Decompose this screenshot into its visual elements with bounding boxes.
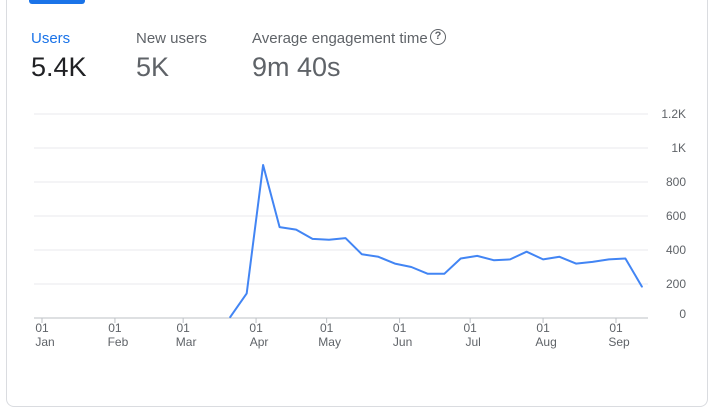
- tab-new-users-value: 5K: [136, 52, 170, 82]
- data-point[interactable]: [376, 254, 381, 259]
- x-tick-day-label: 01: [393, 321, 407, 335]
- data-point[interactable]: [343, 236, 348, 241]
- x-tick-month-label: Feb: [108, 335, 129, 349]
- data-point[interactable]: [590, 259, 595, 264]
- data-point[interactable]: [359, 252, 364, 257]
- x-tick-day-label: 01: [35, 321, 49, 335]
- x-tick-month-label: Jun: [393, 335, 412, 349]
- data-point[interactable]: [327, 237, 332, 242]
- y-tick-label: 600: [666, 209, 686, 223]
- x-tick-day-label: 01: [320, 321, 334, 335]
- data-point[interactable]: [524, 249, 529, 254]
- data-point[interactable]: [458, 256, 463, 261]
- y-tick-label: 800: [666, 175, 686, 189]
- tab-average-engagement-time-label: Average engagement time: [252, 30, 428, 47]
- data-point[interactable]: [574, 261, 579, 266]
- x-tick-day-label: 01: [463, 321, 477, 335]
- y-tick-label: 200: [666, 277, 686, 291]
- data-point[interactable]: [508, 257, 513, 262]
- x-tick-month-label: Mar: [176, 335, 197, 349]
- users-overview-card: [6, 0, 708, 407]
- x-tick-month-label: Jan: [35, 335, 54, 349]
- y-tick-label: 1.2K: [661, 107, 686, 121]
- x-tick-day-label: 01: [536, 321, 550, 335]
- y-tick-label: 400: [666, 243, 686, 257]
- data-point[interactable]: [606, 257, 611, 262]
- y-tick-label: 0: [679, 307, 686, 321]
- series-line-users: [229, 164, 643, 319]
- data-point[interactable]: [244, 291, 249, 296]
- data-point[interactable]: [261, 163, 266, 168]
- data-point[interactable]: [623, 256, 628, 261]
- y-tick-label: 1K: [671, 141, 686, 155]
- tab-users-value: 5.4K: [31, 52, 87, 82]
- tab-users-label: Users: [31, 30, 71, 47]
- x-tick-month-label: May: [318, 335, 341, 349]
- data-point[interactable]: [541, 257, 546, 262]
- active-tab-indicator: [29, 0, 85, 4]
- data-point[interactable]: [491, 258, 496, 263]
- tab-new-users-label: New users: [136, 30, 207, 47]
- data-point[interactable]: [409, 265, 414, 270]
- help-circle-icon[interactable]: ?: [430, 29, 446, 45]
- x-tick-day-label: 01: [609, 321, 623, 335]
- x-tick-day-label: 01: [176, 321, 190, 335]
- data-point[interactable]: [277, 225, 282, 230]
- x-tick-month-label: Aug: [535, 335, 556, 349]
- data-point[interactable]: [228, 315, 233, 320]
- x-tick-month-label: Jul: [465, 335, 480, 349]
- data-point[interactable]: [639, 284, 644, 289]
- data-point[interactable]: [294, 227, 299, 232]
- data-point[interactable]: [475, 253, 480, 258]
- tab-average-engagement-time-value: 9m 40s: [252, 52, 341, 82]
- data-point[interactable]: [392, 261, 397, 266]
- data-point[interactable]: [310, 236, 315, 241]
- data-point[interactable]: [442, 271, 447, 276]
- x-tick-day-label: 01: [249, 321, 263, 335]
- x-tick-month-label: Apr: [250, 335, 269, 349]
- x-tick-month-label: Sep: [608, 335, 630, 349]
- data-point[interactable]: [557, 254, 562, 259]
- x-tick-day-label: 01: [108, 321, 122, 335]
- data-point[interactable]: [425, 271, 430, 276]
